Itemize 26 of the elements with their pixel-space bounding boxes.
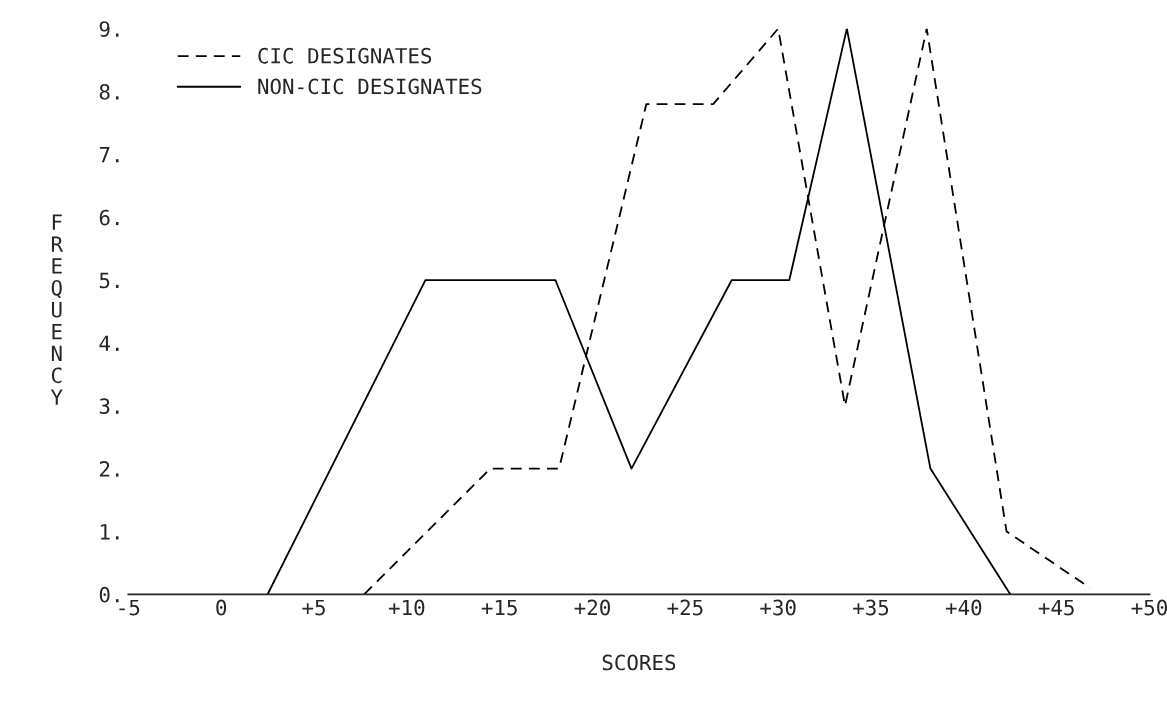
x-tick-label: -5 — [119, 599, 140, 616]
y-tick-label: 2. — [99, 461, 119, 477]
legend-label: NON-CIC DESIGNATES — [258, 78, 482, 95]
y-tick-label: 1. — [100, 524, 119, 540]
y-tick-label: 0. — [99, 586, 119, 603]
x-tick-label: +30 — [760, 599, 796, 616]
x-tick-label: +15 — [481, 599, 517, 616]
y-tick-label: 7. — [99, 147, 119, 163]
x-axis-title: SCORES — [602, 654, 676, 671]
y-tick-label: 3. — [99, 398, 119, 414]
y-tick-label: 9. — [99, 21, 119, 37]
legend-label: CIC DESIGNATES — [258, 47, 432, 64]
x-tick-label: +20 — [574, 599, 610, 616]
y-tick-label: 5. — [99, 272, 119, 289]
x-tick-label: +50 — [1131, 599, 1167, 616]
x-tick-label: +5 — [302, 599, 325, 616]
x-tick-label: +45 — [1038, 599, 1074, 616]
y-tick-label: 8. — [99, 84, 119, 100]
x-tick-label: 0 — [216, 599, 227, 616]
text: FREQUENCY — [50, 214, 64, 405]
x-tick-label: +35 — [853, 599, 889, 616]
y-tick-label: 6. — [99, 209, 119, 226]
x-tick-label: +10 — [388, 599, 425, 616]
y-tick-label: 4. — [99, 335, 119, 351]
x-tick-label: +25 — [667, 599, 703, 616]
x-tick-label: +40 — [945, 599, 982, 616]
